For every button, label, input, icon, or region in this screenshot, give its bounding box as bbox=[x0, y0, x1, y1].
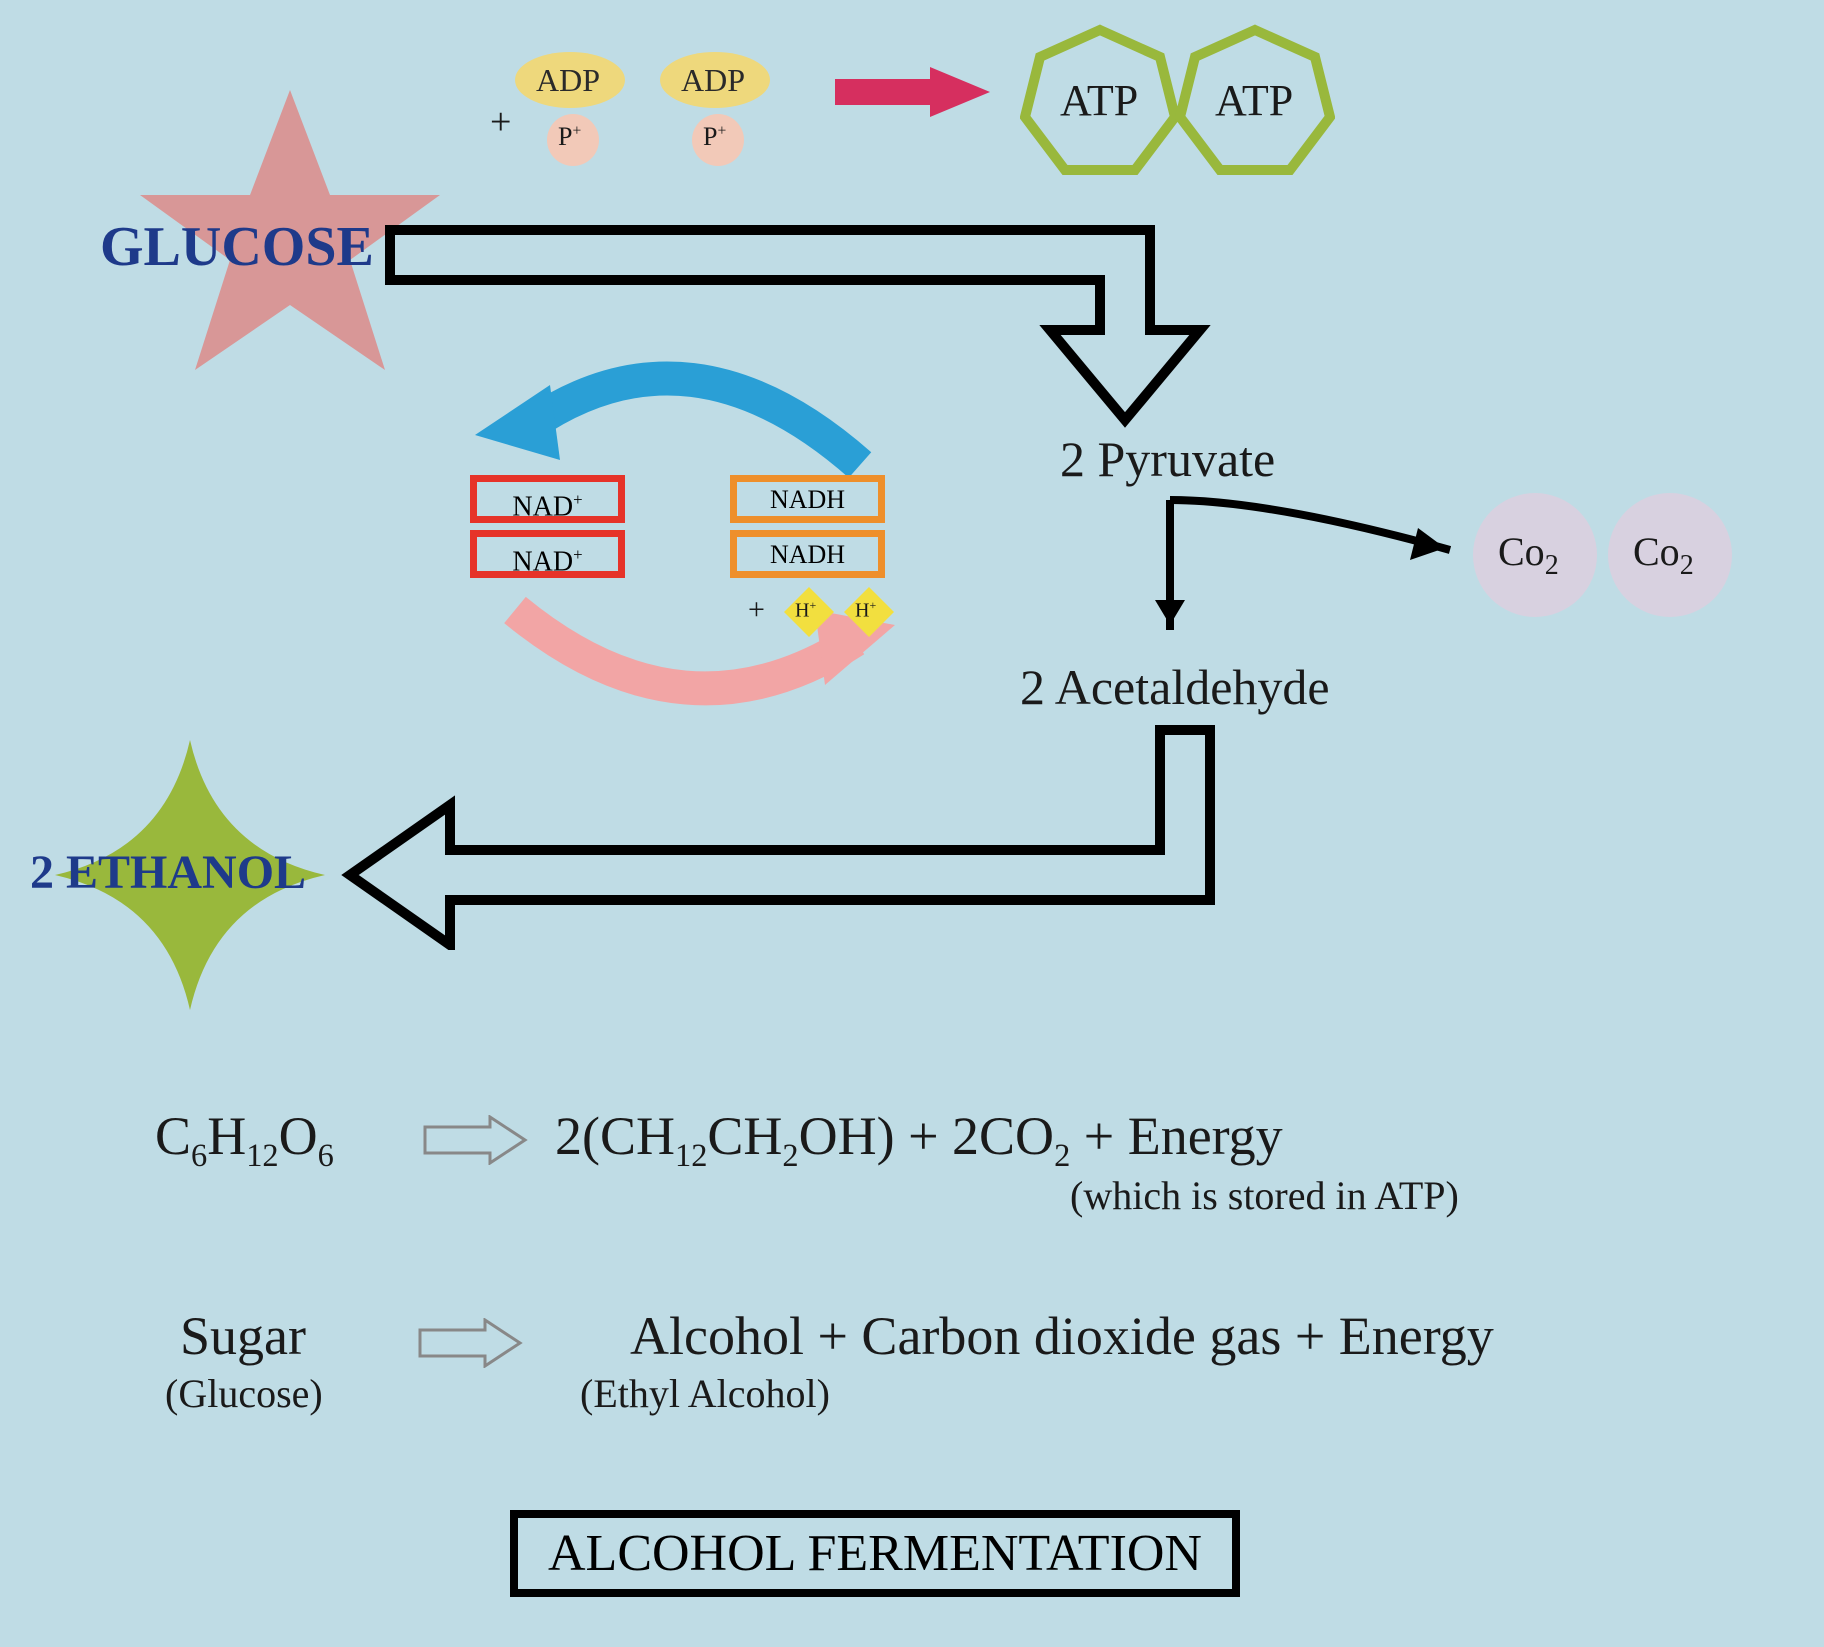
adp-label-1: ADP bbox=[536, 62, 600, 99]
adp-label-2: ADP bbox=[681, 62, 745, 99]
p-label-1: P+ bbox=[558, 122, 581, 152]
plus-h: + bbox=[748, 593, 765, 627]
eq2-left: Sugar bbox=[180, 1305, 306, 1367]
atp-label-2: ATP bbox=[1215, 75, 1293, 126]
eq2-arrow bbox=[415, 1318, 525, 1368]
title-text: ALCOHOL FERMENTATION bbox=[548, 1525, 1202, 1582]
nadh-box-2: NADH bbox=[730, 530, 885, 578]
acetaldehyde-label: 2 Acetaldehyde bbox=[1020, 658, 1330, 716]
eq1-right: 2(CH12CH2OH) + 2CO2 + Energy bbox=[555, 1105, 1283, 1175]
eq2-left-sub: (Glucose) bbox=[165, 1370, 323, 1417]
glucose-label: GLUCOSE bbox=[100, 215, 374, 279]
h-label-1: H+ bbox=[795, 598, 816, 623]
red-arrow bbox=[830, 62, 1000, 122]
nad-box-1: NAD+ bbox=[470, 475, 625, 523]
eq2-right-sub: (Ethyl Alcohol) bbox=[580, 1370, 830, 1417]
plus-adp: + bbox=[490, 100, 511, 144]
blue-arc-arrow bbox=[460, 335, 920, 485]
split-arrow-pyruvate bbox=[1120, 490, 1500, 670]
nad-box-2: NAD+ bbox=[470, 530, 625, 578]
atp-label-1: ATP bbox=[1060, 75, 1138, 126]
main-arrow-acetaldehyde-ethanol bbox=[340, 720, 1220, 950]
h-label-2: H+ bbox=[855, 598, 876, 623]
co2-label-1: Co2 bbox=[1498, 528, 1559, 582]
eq1-left: C6H12O6 bbox=[155, 1105, 334, 1175]
title-box: ALCOHOL FERMENTATION bbox=[510, 1510, 1240, 1597]
eq1-arrow bbox=[420, 1115, 530, 1165]
eq2-right: Alcohol + Carbon dioxide gas + Energy bbox=[630, 1305, 1494, 1367]
ethanol-label: 2 ETHANOL bbox=[30, 845, 306, 900]
co2-label-2: Co2 bbox=[1633, 528, 1694, 582]
eq1-note: (which is stored in ATP) bbox=[1070, 1172, 1459, 1219]
nadh-box-1: NADH bbox=[730, 475, 885, 523]
p-label-2: P+ bbox=[703, 122, 726, 152]
pyruvate-label: 2 Pyruvate bbox=[1060, 430, 1275, 488]
